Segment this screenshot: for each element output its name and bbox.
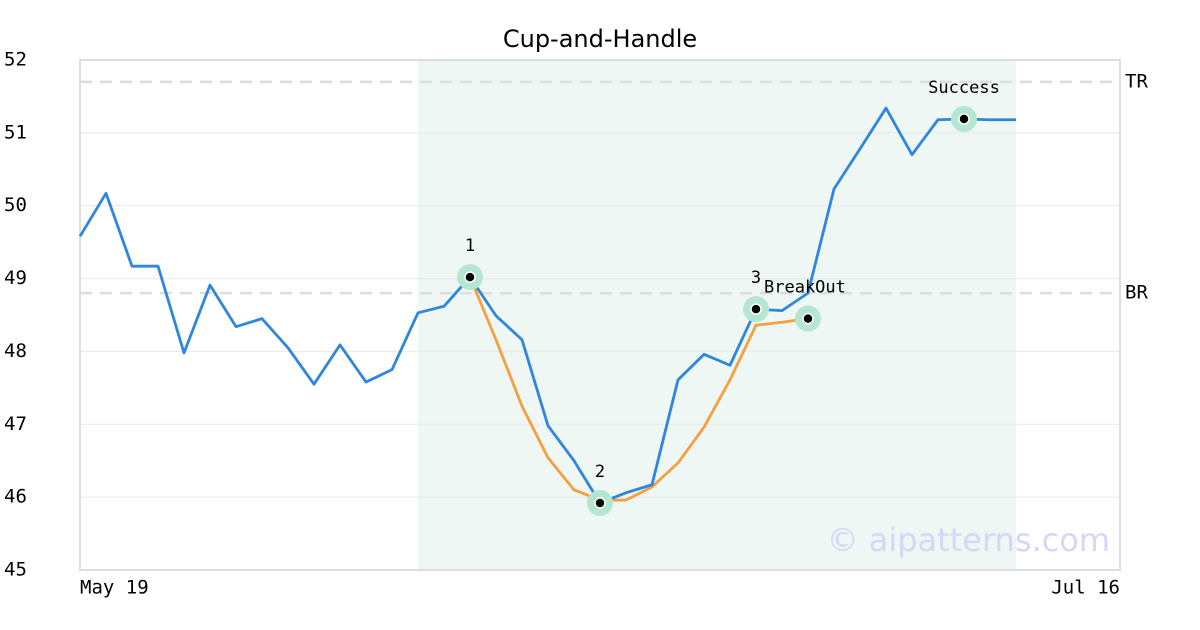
plot-frame — [79, 59, 1121, 571]
point-label: BreakOut — [764, 278, 846, 298]
point-dot — [802, 312, 814, 325]
point-dot — [958, 113, 970, 125]
point-dot — [464, 271, 476, 283]
y-tick-label: 52 — [4, 49, 27, 71]
x-tick-label: Jul 16 — [1051, 577, 1120, 599]
x-tick-label: May 19 — [80, 577, 149, 599]
point-label: Success — [928, 78, 1000, 98]
y-tick-label: 51 — [4, 121, 27, 143]
chart-title: Cup-and-Handle — [503, 25, 697, 53]
y-tick-label: 46 — [4, 486, 27, 508]
series-line — [78, 106, 1016, 505]
point-dot — [750, 303, 762, 315]
y-tick-label: 48 — [4, 340, 27, 362]
y-tick-label: 50 — [4, 194, 27, 216]
y-tick-label: 49 — [4, 267, 27, 289]
reference-label: TR — [1125, 70, 1148, 92]
y-tick-label: 47 — [4, 413, 27, 435]
point-label: 1 — [465, 236, 475, 256]
series-line — [468, 276, 809, 502]
point-dot — [594, 497, 606, 509]
point-label: 2 — [595, 462, 605, 482]
point-label: 3 — [751, 268, 761, 288]
pattern-region — [418, 60, 1016, 570]
watermark: © aipatterns.com — [827, 521, 1110, 559]
reference-label: BR — [1125, 282, 1148, 304]
y-tick-label: 45 — [4, 559, 27, 581]
